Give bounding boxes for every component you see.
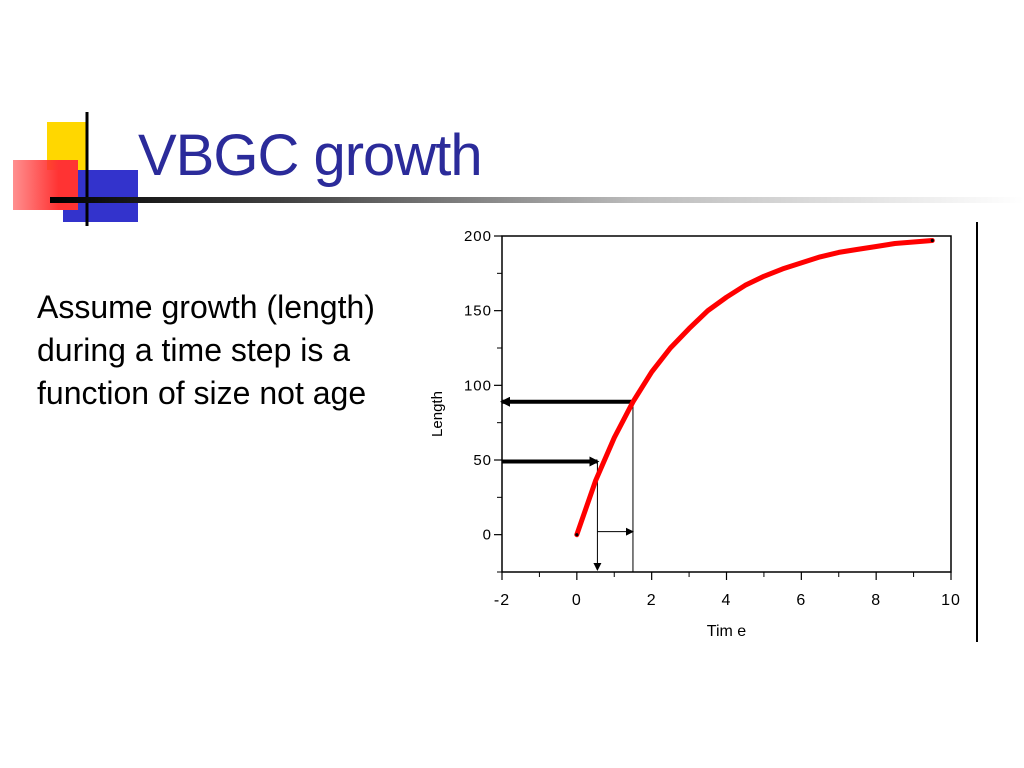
growth-curve-line — [574, 238, 935, 538]
x-tick-label: 10 — [941, 592, 961, 609]
x-tick-label: 6 — [796, 592, 806, 609]
curve-start-point — [575, 533, 579, 537]
x-tick-label: -2 — [494, 592, 510, 609]
plot-area: 0 50 100 150 200 -2 0 2 4 6 8 10 Tim e Length — [429, 228, 961, 640]
x-axis-label: Tim e — [707, 623, 747, 640]
x-tick-label: 2 — [647, 592, 657, 609]
y-tick-label: 0 — [483, 527, 492, 544]
slide-body-text: Assume growth (length) during a time ste… — [37, 289, 375, 411]
y-tick-label: 100 — [464, 377, 492, 394]
x-tick-label: 4 — [722, 592, 732, 609]
x-tick-label: 0 — [572, 592, 582, 609]
plot-frame — [501, 235, 952, 573]
y-axis-label: Length — [429, 391, 446, 437]
curve-end-point — [930, 238, 934, 243]
growth-chart: 0 50 100 150 200 -2 0 2 4 6 8 10 Tim e Length — [429, 228, 961, 640]
x-tick-label: 8 — [871, 592, 881, 609]
right-border-bar — [976, 222, 978, 642]
title-underline — [50, 197, 1024, 203]
y-tick-label: 50 — [473, 452, 492, 469]
slide-title: VBGC growth — [138, 123, 483, 188]
y-tick-label: 150 — [464, 303, 492, 320]
y-tick-label: 200 — [464, 228, 492, 245]
